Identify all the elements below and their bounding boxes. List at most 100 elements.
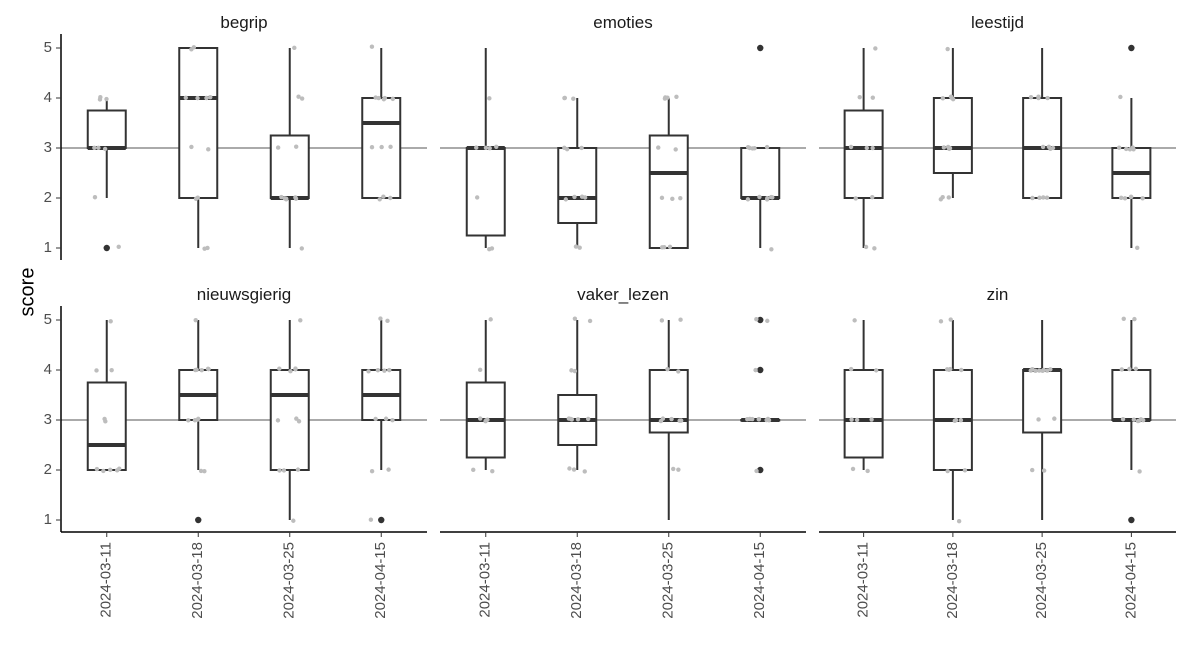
jitter-point (1041, 195, 1046, 200)
box (86, 381, 127, 471)
outlier-point (1128, 44, 1135, 52)
jitter-point (870, 194, 875, 200)
jitter-point (366, 369, 371, 374)
jitter-point (195, 417, 200, 422)
jitter-point (671, 466, 676, 472)
box-group (178, 317, 219, 524)
jitter-point (659, 195, 665, 201)
jitter-point (1030, 367, 1035, 372)
outlier-point (757, 316, 764, 324)
x-tick-label: 2024-03-11 (98, 542, 115, 618)
jitter-point (563, 197, 569, 202)
x-tick-label: 2024-04-15 (372, 542, 389, 619)
jitter-point (205, 366, 211, 372)
jitter-point (659, 245, 665, 250)
jitter-point (1120, 416, 1126, 422)
jitter-point (941, 145, 947, 150)
jitter-point (474, 195, 480, 200)
box (178, 47, 219, 199)
jitter-point (369, 145, 375, 150)
jitter-point (1140, 418, 1146, 423)
y-tick-label: 3 (44, 411, 52, 428)
facet-panel: begrip 1 2 3 4 5 (44, 13, 427, 260)
jitter-point (1046, 144, 1052, 150)
jitter-point (108, 319, 113, 324)
jitter-point (956, 518, 962, 524)
jitter-point (945, 46, 950, 52)
box (557, 147, 598, 224)
jitter-point (573, 244, 579, 249)
box-group (648, 94, 689, 250)
box-group (465, 48, 506, 252)
jitter-point (195, 195, 200, 200)
jitter-point (745, 197, 751, 202)
jitter-point (204, 95, 209, 101)
jitter-point (850, 466, 856, 472)
jitter-point (1140, 196, 1145, 201)
facet-title: zin (987, 285, 1009, 304)
jitter-point (769, 194, 774, 200)
facet-title: begrip (220, 13, 267, 32)
jitter-point (754, 468, 759, 474)
x-tick-label: 2024-03-11 (477, 542, 494, 618)
jitter-point (390, 418, 395, 423)
box (86, 109, 127, 149)
y-tick-label: 5 (44, 39, 52, 56)
jitter-point (764, 144, 770, 150)
jitter-point (754, 317, 759, 322)
y-tick-label: 1 (44, 239, 52, 256)
box-group (1111, 316, 1152, 524)
jitter-point (667, 244, 673, 249)
outlier-point (757, 44, 764, 52)
jitter-point (386, 467, 391, 472)
jitter-point (293, 196, 299, 201)
jitter-point (857, 94, 862, 100)
jitter-point (477, 367, 483, 373)
jitter-point (199, 367, 204, 373)
box-group (86, 319, 127, 474)
jitter-point (387, 367, 392, 373)
jitter-point (368, 517, 374, 522)
outlier-point (103, 244, 110, 252)
jitter-point (658, 418, 664, 424)
jitter-point (940, 96, 946, 101)
jitter-point (277, 468, 282, 473)
jitter-point (279, 194, 284, 200)
jitter-point (369, 468, 375, 474)
box-group (932, 317, 973, 524)
jitter-point (1030, 467, 1035, 473)
box-group (740, 44, 781, 252)
box-group (269, 318, 310, 523)
box (740, 147, 781, 199)
jitter-point (585, 416, 591, 422)
jitter-point (108, 467, 113, 473)
jitter-point (571, 96, 576, 101)
jitter-point (864, 145, 870, 151)
box-group (269, 45, 310, 251)
jitter-point (571, 467, 577, 472)
jitter-point (938, 319, 944, 324)
jitter-point (873, 46, 878, 51)
box (465, 147, 506, 237)
box-group (1022, 320, 1063, 520)
jitter-point (275, 418, 281, 423)
outlier-point (378, 516, 385, 524)
outlier-point (757, 366, 764, 374)
x-tick-label: 2024-03-11 (855, 542, 872, 618)
box (843, 109, 884, 199)
jitter-point (1136, 418, 1142, 423)
jitter-point (487, 145, 492, 151)
x-tick-label: 2024-03-25 (660, 542, 677, 619)
jitter-point (1037, 368, 1042, 373)
jitter-point (670, 196, 675, 202)
jitter-point (478, 416, 483, 421)
jitter-point (750, 416, 755, 422)
box (1022, 369, 1063, 434)
jitter-point (471, 467, 476, 473)
jitter-point (678, 317, 683, 322)
jitter-point (1131, 417, 1137, 422)
jitter-point (1127, 147, 1133, 152)
jitter-point (1028, 95, 1034, 100)
facet-panel: nieuwsgierig 1 2 3 4 5 2024-03-11 2024-03-18 202… (44, 285, 427, 619)
